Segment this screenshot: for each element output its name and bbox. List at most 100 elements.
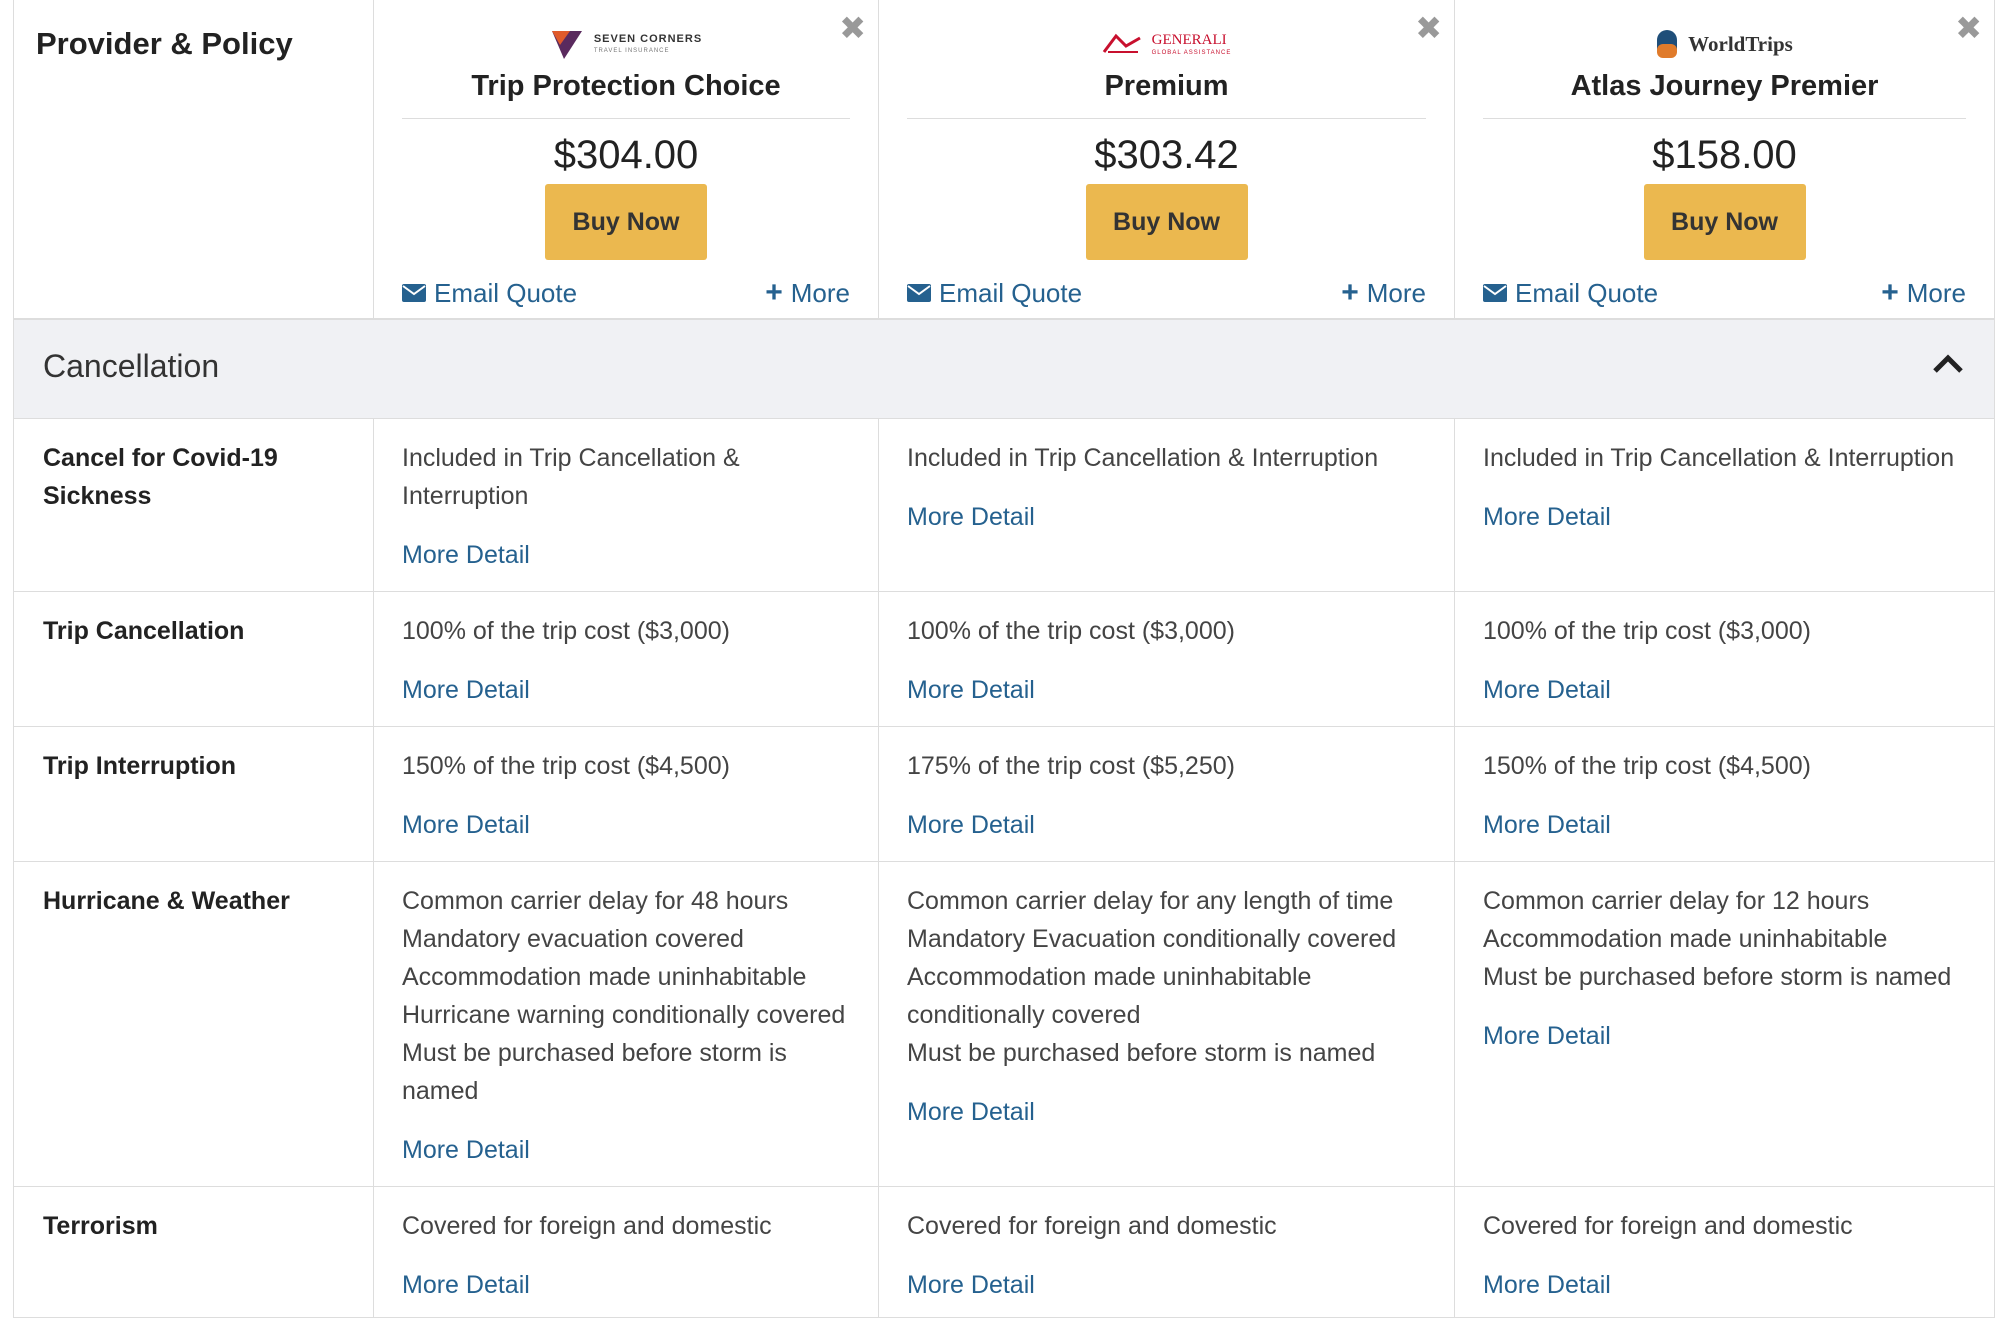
benefit-value-cell: Common carrier delay for 12 hours Accommo… bbox=[1455, 862, 1995, 1186]
benefit-row: Hurricane & Weather Common carrier delay … bbox=[13, 862, 1995, 1187]
benefit-value-line: Must be purchased before storm is named bbox=[1483, 963, 1952, 991]
benefit-value-text: 100% of the trip cost ($3,000) bbox=[402, 612, 850, 650]
benefit-value-text: 175% of the trip cost ($5,250) bbox=[907, 747, 1426, 785]
benefit-label: Cancel for Covid-19 Sickness bbox=[13, 419, 374, 591]
more-label: More bbox=[1366, 277, 1426, 308]
benefit-value-line: Covered for foreign and domestic bbox=[402, 1212, 772, 1240]
benefit-row: Terrorism Covered for foreign and domesti… bbox=[13, 1187, 1995, 1318]
benefit-row: Trip Cancellation 100% of the trip cost (… bbox=[13, 592, 1995, 727]
envelope-icon bbox=[1483, 284, 1507, 302]
benefit-value-line: Included in Trip Cancellation & Interrup… bbox=[907, 444, 1379, 472]
benefit-value-cell: Included in Trip Cancellation & Interrup… bbox=[374, 419, 879, 591]
close-icon[interactable]: ✖ bbox=[1415, 10, 1442, 46]
benefit-value-cell: 175% of the trip cost ($5,250) More Detai… bbox=[879, 727, 1455, 861]
more-detail-link[interactable]: More Detail bbox=[1483, 676, 1611, 704]
benefit-value-line: 100% of the trip cost ($3,000) bbox=[1483, 617, 1811, 645]
comparison-table: Provider & Policy ✖ SEVEN CORNERS TRAVEL… bbox=[13, 0, 1995, 1318]
benefit-value-cell: Included in Trip Cancellation & Interrup… bbox=[1455, 419, 1995, 591]
more-label: More bbox=[790, 277, 850, 308]
benefit-value-text: Included in Trip Cancellation & Interrup… bbox=[402, 439, 850, 515]
provider-policy-label: Provider & Policy bbox=[13, 0, 374, 318]
benefit-value-text: Common carrier delay for any length of t… bbox=[907, 882, 1426, 1072]
benefit-value-cell: Covered for foreign and domestic More Det… bbox=[879, 1187, 1455, 1317]
email-quote-link[interactable]: Email Quote bbox=[907, 278, 1082, 309]
benefit-value-cell: 150% of the trip cost ($4,500) More Detai… bbox=[374, 727, 879, 861]
plan-price: $304.00 bbox=[553, 133, 699, 177]
more-link[interactable]: + More bbox=[1341, 276, 1426, 310]
plan-price: $158.00 bbox=[1652, 133, 1797, 177]
envelope-icon bbox=[907, 284, 931, 302]
benefit-value-line: 150% of the trip cost ($4,500) bbox=[1483, 752, 1811, 780]
more-detail-link[interactable]: More Detail bbox=[907, 811, 1035, 839]
benefit-value-line: Covered for foreign and domestic bbox=[907, 1212, 1277, 1240]
benefit-value-text: 150% of the trip cost ($4,500) bbox=[1483, 747, 1966, 785]
benefit-value-cell: 150% of the trip cost ($4,500) More Detai… bbox=[1455, 727, 1995, 861]
more-detail-link[interactable]: More Detail bbox=[907, 676, 1035, 704]
more-detail-link[interactable]: More Detail bbox=[1483, 1022, 1611, 1050]
benefit-value-text: 100% of the trip cost ($3,000) bbox=[1483, 612, 1966, 650]
benefit-value-cell: 100% of the trip cost ($3,000) More Detai… bbox=[879, 592, 1455, 726]
logo-subtext: TRAVEL INSURANCE bbox=[593, 48, 670, 54]
provider-column-2: ✖ GENERALI GLOBAL ASSISTANCE Premium $30… bbox=[879, 0, 1455, 318]
benefit-value-cell: 100% of the trip cost ($3,000) More Detai… bbox=[1455, 592, 1995, 726]
plan-name: Trip Protection Choice bbox=[471, 70, 781, 102]
email-quote-label: Email Quote bbox=[434, 277, 578, 308]
benefit-value-line: Included in Trip Cancellation & Interrup… bbox=[1483, 444, 1955, 472]
more-detail-link[interactable]: More Detail bbox=[402, 541, 530, 569]
envelope-icon bbox=[402, 284, 426, 302]
benefit-value-text: Included in Trip Cancellation & Interrup… bbox=[907, 439, 1426, 477]
more-detail-link[interactable]: More Detail bbox=[402, 1136, 530, 1164]
more-detail-link[interactable]: More Detail bbox=[1483, 503, 1611, 531]
more-detail-link[interactable]: More Detail bbox=[1483, 811, 1611, 839]
benefit-value-line: Must be purchased before storm is named bbox=[907, 1039, 1376, 1067]
generali-logo: GENERALI GLOBAL ASSISTANCE bbox=[907, 22, 1426, 66]
worldtrips-logo: WorldTrips bbox=[1483, 22, 1966, 66]
buy-now-button[interactable]: Buy Now bbox=[1085, 184, 1248, 260]
benefit-value-line: Common carrier delay for 48 hours bbox=[402, 887, 789, 915]
benefit-row: Trip Interruption 150% of the trip cost (… bbox=[13, 727, 1995, 862]
benefit-value-line: 150% of the trip cost ($4,500) bbox=[402, 752, 730, 780]
email-quote-link[interactable]: Email Quote bbox=[1483, 278, 1658, 309]
benefit-value-text: Covered for foreign and domestic bbox=[907, 1207, 1426, 1245]
section-header-cancellation[interactable]: Cancellation bbox=[13, 319, 1995, 419]
benefit-value-cell: 100% of the trip cost ($3,000) More Detai… bbox=[374, 592, 879, 726]
benefit-value-cell: Covered for foreign and domestic More Det… bbox=[1455, 1187, 1995, 1317]
logo-text: SEVEN CORNERS bbox=[593, 33, 703, 45]
more-detail-link[interactable]: More Detail bbox=[907, 503, 1035, 531]
buy-now-button[interactable]: Buy Now bbox=[1643, 184, 1806, 260]
more-detail-link[interactable]: More Detail bbox=[402, 1271, 530, 1299]
benefit-label: Trip Interruption bbox=[13, 727, 374, 861]
section-title: Cancellation bbox=[43, 348, 220, 384]
benefit-value-line: 175% of the trip cost ($5,250) bbox=[907, 752, 1235, 780]
buy-now-button[interactable]: Buy Now bbox=[545, 184, 707, 260]
more-link[interactable]: + More bbox=[765, 276, 850, 310]
benefit-value-cell: Covered for foreign and domestic More Det… bbox=[374, 1187, 879, 1317]
benefit-label: Hurricane & Weather bbox=[13, 862, 374, 1186]
logo-text: GENERALI bbox=[1151, 31, 1227, 48]
benefit-value-text: 150% of the trip cost ($4,500) bbox=[402, 747, 850, 785]
close-icon[interactable]: ✖ bbox=[1955, 10, 1982, 46]
benefit-value-line: Common carrier delay for any length of t… bbox=[907, 887, 1394, 915]
benefit-label: Trip Cancellation bbox=[13, 592, 374, 726]
provider-column-3: ✖ WorldTrips Atlas Journey Premier $158.… bbox=[1455, 0, 1995, 318]
benefit-value-line: Accommodation made uninhabitable bbox=[1483, 925, 1888, 953]
more-detail-link[interactable]: More Detail bbox=[402, 676, 530, 704]
provider-header-row: Provider & Policy ✖ SEVEN CORNERS TRAVEL… bbox=[13, 0, 1995, 319]
chevron-up-icon[interactable] bbox=[1932, 352, 1964, 374]
more-detail-link[interactable]: More Detail bbox=[1483, 1271, 1611, 1299]
benefit-row: Cancel for Covid-19 Sickness Included in … bbox=[13, 419, 1995, 592]
email-quote-link[interactable]: Email Quote bbox=[402, 278, 577, 309]
more-detail-link[interactable]: More Detail bbox=[402, 811, 530, 839]
plus-icon: + bbox=[1341, 276, 1359, 309]
benefit-value-line: Common carrier delay for 12 hours bbox=[1483, 887, 1870, 915]
benefit-value-text: Common carrier delay for 48 hours Mandato… bbox=[402, 882, 850, 1110]
close-icon[interactable]: ✖ bbox=[839, 10, 866, 46]
plus-icon: + bbox=[765, 276, 783, 309]
more-detail-link[interactable]: More Detail bbox=[907, 1271, 1035, 1299]
logo-text: WorldTrips bbox=[1688, 31, 1793, 56]
benefit-value-line: Covered for foreign and domestic bbox=[1483, 1212, 1853, 1240]
more-detail-link[interactable]: More Detail bbox=[907, 1098, 1035, 1126]
plus-icon: + bbox=[1881, 276, 1899, 309]
more-link[interactable]: + More bbox=[1881, 276, 1966, 310]
benefit-label: Terrorism bbox=[13, 1187, 374, 1317]
